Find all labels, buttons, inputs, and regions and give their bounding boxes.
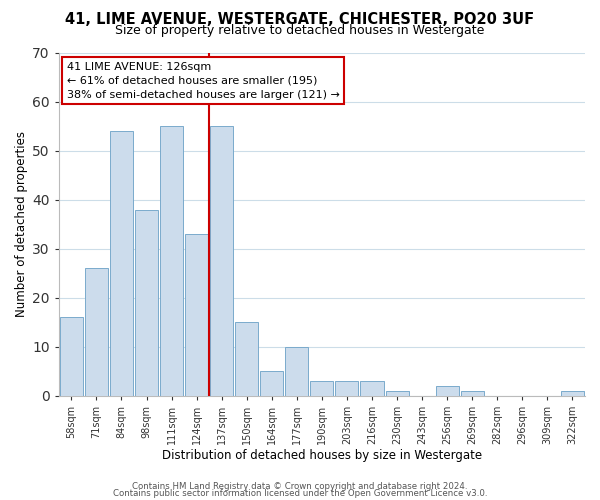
Y-axis label: Number of detached properties: Number of detached properties <box>15 132 28 318</box>
Bar <box>110 132 133 396</box>
Bar <box>461 390 484 396</box>
Text: Contains HM Land Registry data © Crown copyright and database right 2024.: Contains HM Land Registry data © Crown c… <box>132 482 468 491</box>
Bar <box>210 126 233 396</box>
Bar <box>286 346 308 396</box>
Bar <box>361 381 383 396</box>
Bar <box>310 381 334 396</box>
Bar <box>235 322 258 396</box>
Text: 41, LIME AVENUE, WESTERGATE, CHICHESTER, PO20 3UF: 41, LIME AVENUE, WESTERGATE, CHICHESTER,… <box>65 12 535 28</box>
Bar <box>60 317 83 396</box>
Text: 41 LIME AVENUE: 126sqm
← 61% of detached houses are smaller (195)
38% of semi-de: 41 LIME AVENUE: 126sqm ← 61% of detached… <box>67 62 340 100</box>
Text: Contains public sector information licensed under the Open Government Licence v3: Contains public sector information licen… <box>113 490 487 498</box>
Bar <box>561 390 584 396</box>
Bar <box>260 371 283 396</box>
Bar <box>135 210 158 396</box>
Bar <box>335 381 358 396</box>
Bar <box>386 390 409 396</box>
X-axis label: Distribution of detached houses by size in Westergate: Distribution of detached houses by size … <box>162 450 482 462</box>
Bar <box>436 386 459 396</box>
Bar <box>185 234 208 396</box>
Text: Size of property relative to detached houses in Westergate: Size of property relative to detached ho… <box>115 24 485 37</box>
Bar <box>160 126 183 396</box>
Bar <box>85 268 108 396</box>
